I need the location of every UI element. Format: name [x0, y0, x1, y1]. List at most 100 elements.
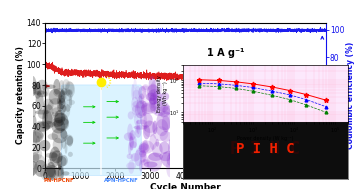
FancyBboxPatch shape: [62, 85, 141, 175]
Polygon shape: [137, 113, 141, 119]
Polygon shape: [51, 120, 66, 133]
Polygon shape: [166, 157, 173, 177]
Polygon shape: [47, 162, 55, 177]
Text: P I H C: P I H C: [230, 140, 300, 158]
Polygon shape: [150, 93, 155, 108]
Polygon shape: [39, 140, 50, 151]
Polygon shape: [35, 110, 49, 115]
Polygon shape: [31, 152, 39, 163]
Polygon shape: [158, 98, 162, 106]
Polygon shape: [30, 154, 46, 170]
Polygon shape: [29, 76, 37, 96]
Polygon shape: [139, 93, 144, 104]
Polygon shape: [48, 133, 58, 140]
Polygon shape: [148, 153, 163, 161]
Polygon shape: [60, 165, 64, 179]
Polygon shape: [135, 126, 141, 138]
Polygon shape: [131, 153, 140, 162]
Polygon shape: [130, 137, 134, 150]
Polygon shape: [156, 119, 168, 136]
Polygon shape: [60, 129, 67, 139]
Polygon shape: [58, 163, 61, 170]
Polygon shape: [127, 124, 133, 139]
Polygon shape: [135, 86, 141, 101]
Polygon shape: [35, 92, 44, 111]
Polygon shape: [129, 134, 133, 148]
Polygon shape: [140, 150, 147, 165]
Polygon shape: [61, 86, 64, 99]
Polygon shape: [34, 160, 47, 177]
Polygon shape: [51, 150, 63, 163]
Polygon shape: [44, 165, 59, 181]
Polygon shape: [139, 140, 154, 154]
Polygon shape: [58, 90, 67, 103]
Polygon shape: [42, 121, 56, 127]
Polygon shape: [28, 130, 43, 143]
Polygon shape: [160, 100, 165, 118]
Polygon shape: [60, 155, 68, 166]
Polygon shape: [48, 98, 63, 114]
Polygon shape: [32, 115, 37, 129]
Polygon shape: [42, 110, 52, 129]
Polygon shape: [53, 138, 63, 152]
Polygon shape: [144, 114, 147, 131]
Polygon shape: [139, 111, 147, 116]
Polygon shape: [53, 113, 66, 123]
Polygon shape: [153, 126, 168, 141]
Polygon shape: [31, 168, 35, 176]
Polygon shape: [58, 104, 64, 109]
Polygon shape: [131, 84, 134, 100]
Polygon shape: [129, 136, 134, 151]
Polygon shape: [58, 166, 64, 180]
Polygon shape: [58, 165, 61, 170]
Polygon shape: [168, 139, 171, 159]
Polygon shape: [134, 125, 148, 130]
Polygon shape: [58, 90, 66, 103]
Polygon shape: [160, 92, 169, 101]
Polygon shape: [139, 146, 144, 150]
Polygon shape: [54, 117, 69, 131]
Polygon shape: [37, 90, 47, 97]
Polygon shape: [157, 106, 171, 117]
Polygon shape: [34, 121, 46, 139]
Polygon shape: [147, 153, 162, 172]
Polygon shape: [61, 116, 66, 121]
Polygon shape: [52, 118, 63, 127]
Polygon shape: [134, 79, 137, 90]
Polygon shape: [67, 89, 72, 95]
Polygon shape: [141, 142, 149, 150]
Polygon shape: [139, 145, 146, 153]
Polygon shape: [128, 111, 134, 119]
Polygon shape: [65, 82, 75, 98]
Polygon shape: [63, 79, 70, 90]
Polygon shape: [156, 111, 173, 130]
Polygon shape: [152, 142, 163, 157]
Polygon shape: [59, 80, 64, 91]
Polygon shape: [161, 151, 177, 168]
Polygon shape: [144, 121, 157, 133]
Text: 1 A g⁻¹: 1 A g⁻¹: [207, 48, 244, 58]
Polygon shape: [33, 130, 37, 150]
Polygon shape: [29, 161, 38, 175]
Polygon shape: [129, 133, 131, 140]
Polygon shape: [38, 108, 47, 119]
Polygon shape: [126, 162, 136, 169]
Polygon shape: [130, 130, 136, 140]
Polygon shape: [39, 121, 53, 129]
Polygon shape: [48, 159, 51, 165]
Polygon shape: [58, 153, 62, 171]
Polygon shape: [149, 76, 156, 96]
Polygon shape: [35, 136, 40, 153]
Text: PN-HPCNF: PN-HPCNF: [43, 178, 74, 183]
Polygon shape: [134, 136, 136, 148]
Polygon shape: [159, 152, 172, 161]
Polygon shape: [156, 139, 159, 147]
Polygon shape: [30, 147, 42, 161]
Polygon shape: [144, 162, 157, 167]
Polygon shape: [58, 100, 63, 104]
Polygon shape: [45, 167, 56, 179]
Polygon shape: [140, 113, 153, 127]
Polygon shape: [42, 84, 47, 90]
Polygon shape: [68, 152, 73, 157]
Polygon shape: [151, 80, 162, 98]
